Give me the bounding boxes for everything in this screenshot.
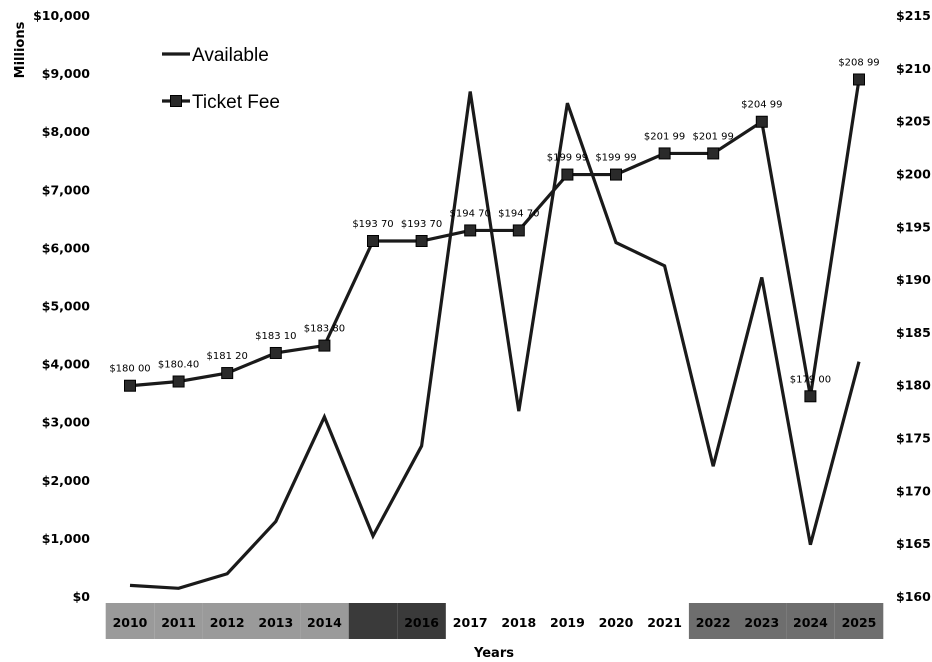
ticket-fee-marker [318,339,331,352]
ticket-fee-marker [561,168,574,181]
x-band-2011 [154,603,203,639]
x-band-2025 [834,603,884,639]
legend-label-ticket-fee: Ticket Fee [192,92,280,113]
ticket-fee-data-label: $183 10 [255,331,296,342]
x-band-2013 [251,603,301,639]
ticket-fee-marker [415,235,428,248]
x-tick-label: 2024 [793,615,828,630]
left-tick-label: $7,000 [42,182,91,197]
right-tick-label: $200 [896,166,931,181]
ticket-fee-data-label: $201 99 [693,131,734,142]
x-band-2019 [543,603,592,639]
ticket-fee-marker [512,224,525,237]
x-tick-label: 2025 [842,615,877,630]
right-tick-label: $195 [896,219,931,234]
ticket-fee-marker [221,367,234,380]
x-tick-label: 2022 [696,615,731,630]
ticket-fee-data-label: $183 80 [304,324,345,335]
legend-label-available: Available [192,45,269,66]
left-tick-label: $5,000 [42,299,91,314]
right-tick-label: $180 [896,378,931,393]
ticket-fee-marker [658,147,671,160]
y-axis-title: Millions [13,21,28,78]
x-band-2017 [445,603,495,639]
x-tick-label: 2018 [501,615,536,630]
right-tick-label: $190 [896,272,931,287]
ticket-fee-data-label: $179 00 [790,374,831,385]
x-band-2012 [202,603,252,639]
left-tick-label: $3,000 [42,415,91,430]
ticket-fee-data-label: $194 70 [450,208,491,219]
x-band-2010 [105,603,155,639]
x-axis-title: Years [473,646,514,661]
ticket-fee-data-label: $201 99 [644,131,685,142]
left-tick-label: $1,000 [42,531,91,546]
left-tick-label: $4,000 [42,357,91,372]
x-tick-label: 2017 [453,615,488,630]
right-tick-label: $205 [896,114,931,129]
ticket-fee-data-label: $199 99 [547,153,588,164]
x-tick-label: 2011 [161,615,196,630]
ticket-fee-data-label: $193 70 [401,219,442,230]
ticket-fee-marker [707,147,720,160]
ticket-fee-data-label: $194 70 [498,208,539,219]
x-band-2020 [591,603,641,639]
ticket-fee-data-label: $204 99 [741,100,782,111]
ticket-fee-marker [367,235,379,248]
x-tick-label: 2010 [113,615,148,630]
x-tick-label: 2016 [404,615,439,630]
x-tick-label: 2014 [307,615,342,630]
x-band-2021 [640,603,689,639]
ticket-fee-marker [172,375,185,388]
x-band-2022 [688,603,738,639]
series-line-available [129,91,861,590]
right-tick-label: $215 [896,8,931,23]
x-tick-label: 2023 [744,615,779,630]
left-tick-label: $6,000 [42,240,91,255]
x-tick-label: 2019 [550,615,585,630]
ticket-fee-data-label: $180.40 [158,360,199,371]
x-tick-label: 2013 [258,615,293,630]
right-tick-label: $175 [896,431,931,446]
right-tick-label: $170 [896,483,931,498]
ticket-fee-data-label: $180 00 [109,364,150,375]
ticket-fee-marker [755,115,768,128]
legend-marker-ticket-fee [170,95,182,107]
left-tick-label: $8,000 [42,124,91,139]
right-tick-label: $165 [896,536,931,551]
x-tick-label: 2021 [647,615,682,630]
x-tick-label: 2020 [599,615,634,630]
left-tick-label: $9,000 [42,66,91,81]
ticket-fee-data-label: $199 99 [595,153,636,164]
right-tick-label: $160 [896,589,931,604]
ticket-fee-marker [269,346,282,359]
ticket-fee-data-label: $208 99 [838,57,879,68]
x-band-2023 [737,603,787,639]
ticket-fee-marker [853,73,865,86]
ticket-fee-marker [610,168,622,181]
ticket-fee-data-label: $193 70 [352,219,393,230]
right-tick-label: $210 [896,61,931,76]
ticket-fee-marker [804,390,817,403]
x-band-2024 [786,603,835,639]
x-band-2015 [348,603,398,639]
x-tick-label: 2012 [210,615,245,630]
right-tick-label: $185 [896,325,931,340]
ticket-fee-marker [464,224,477,237]
x-band-2018 [494,603,544,639]
series-line-ticket-fee [129,79,861,397]
x-band-2016 [397,603,446,639]
left-tick-label: $0 [73,589,91,604]
ticket-fee-data-label: $181 20 [207,351,248,362]
left-tick-label: $2,000 [42,473,91,488]
x-band-2014 [300,603,349,639]
left-tick-label: $10,000 [33,8,90,23]
ticket-fee-marker [124,379,136,392]
